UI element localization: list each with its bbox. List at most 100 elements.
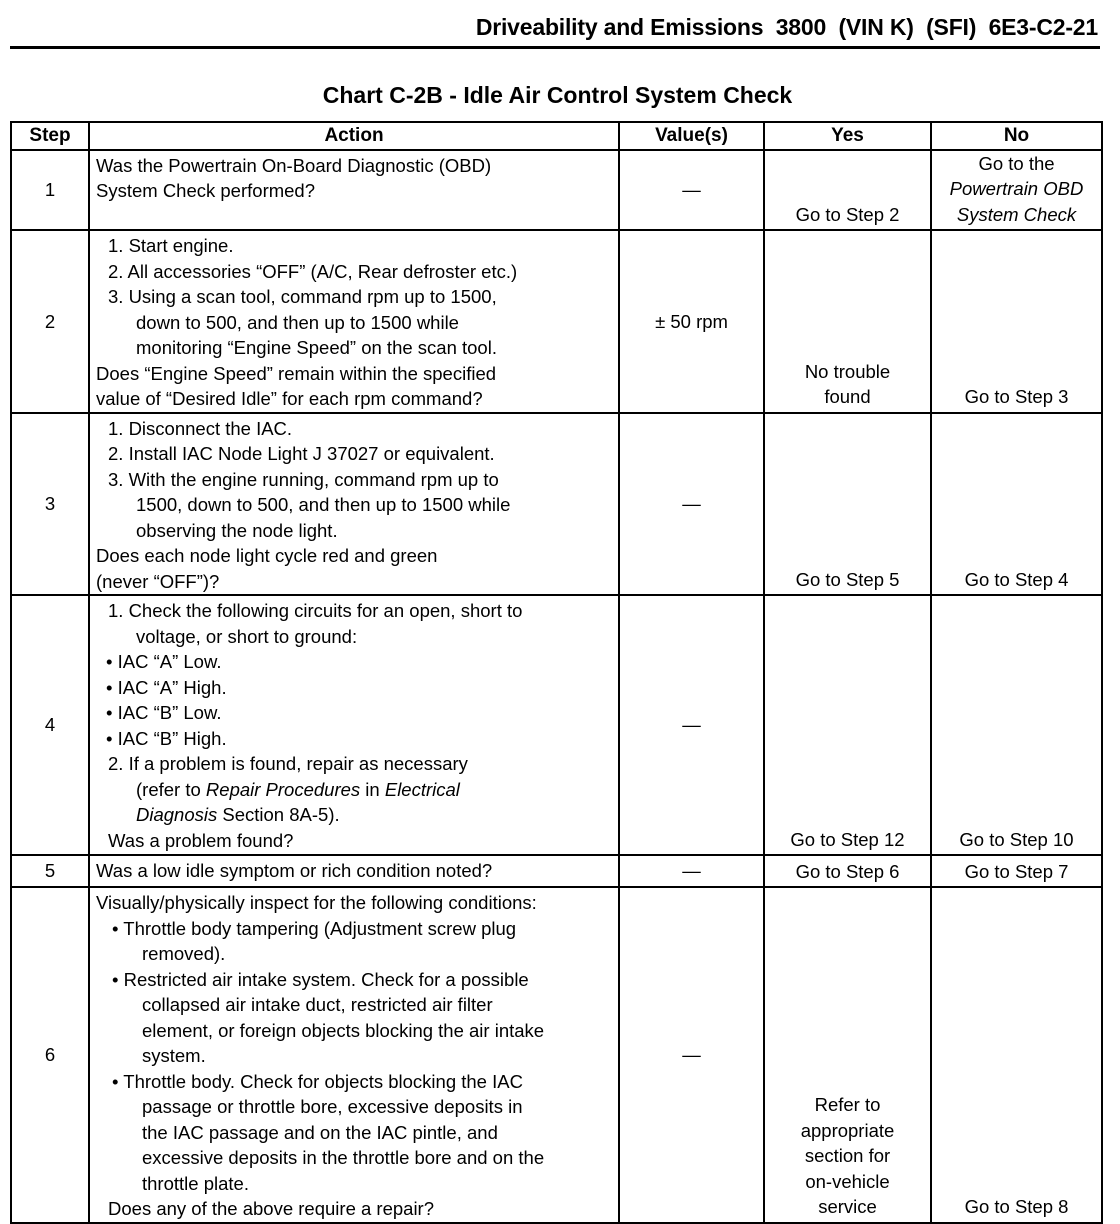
action-cell: 1. Disconnect the IAC. 2. Install IAC Nod… (88, 411, 620, 596)
table-row: 6 Visually/physically inspect for the fol… (10, 886, 1103, 1224)
table-row: 3 1. Disconnect the IAC. 2. Install IAC No… (10, 411, 1103, 596)
no-cell: Go to Step 8 (930, 886, 1103, 1224)
text-span: • Throttle body. Check for objects block… (112, 1070, 523, 1092)
action-line: 1500, down to 500, and then up to 1500 w… (96, 492, 612, 518)
yes-cell: Go to Step 12 (763, 594, 932, 856)
italic-text: Repair Procedures (205, 778, 361, 800)
yes-cell: Go to Step 5 (763, 411, 932, 596)
yes-cell: Refer to appropriate section for on-vehicle… (763, 886, 932, 1224)
action-line: Diagnosis Section 8A-5). (96, 802, 612, 828)
text-span: element, or foreign objects blocking the… (142, 1019, 545, 1041)
action-line: (refer to Repair Procedures in Electrica… (96, 777, 612, 803)
yes-line: appropriate (771, 1118, 924, 1144)
step-number: 6 (10, 886, 90, 1224)
col-values: Value(s) (618, 121, 765, 151)
action-line: • Restricted air intake system. Check fo… (96, 967, 612, 993)
no-cell: Go to Step 7 (930, 854, 1103, 888)
yes-line: Go to Step 5 (771, 567, 924, 593)
yes-line: found (771, 384, 924, 410)
text-span: • Restricted air intake system. Check fo… (112, 968, 529, 990)
text-span: • IAC “A” Low. (106, 651, 222, 672)
text-span: 2. If a problem is found, repair as nece… (108, 753, 468, 774)
text-span: 1. Check the following circuits for an o… (108, 600, 523, 621)
italic-text: Powertrain OBD (949, 178, 1084, 199)
no-cell: Go to Step 10 (930, 594, 1103, 856)
action-line: 3. With the engine running, command rpm … (96, 467, 612, 493)
action-line: the IAC passage and on the IAC pintle, a… (96, 1120, 612, 1146)
text-span: value of “Desired Idle” for each rpm com… (96, 388, 483, 409)
text-span: Go to Step 8 (964, 1196, 1069, 1217)
text-span: Does “Engine Speed” remain within the sp… (96, 362, 497, 384)
text-span: voltage, or short to ground: (136, 625, 358, 647)
no-line: Go to the (938, 151, 1095, 177)
step-number: 4 (10, 594, 90, 856)
yes-line: No trouble (771, 359, 924, 385)
text-span: excessive deposits in the throttle bore … (142, 1147, 545, 1168)
action-line: 2. Install IAC Node Light J 37027 or equ… (96, 441, 612, 467)
text-span: passage or throttle bore, excessive depo… (142, 1096, 523, 1117)
step-number: 1 (10, 148, 90, 231)
text-span: down to 500, and then up to 1500 while (136, 311, 459, 333)
text-span: Go to Step 3 (964, 386, 1069, 407)
action-line: 3. Using a scan tool, command rpm up to … (96, 284, 612, 310)
text-span: Refer to (814, 1094, 881, 1115)
text-span: Go to the (978, 152, 1055, 174)
action-line: • IAC “B” High. (96, 726, 612, 752)
text-span: system. (142, 1045, 206, 1066)
action-line: 2. If a problem is found, repair as nece… (96, 751, 612, 777)
yes-line: section for (771, 1143, 924, 1169)
value-cell: — (618, 854, 765, 888)
text-span: appropriate (800, 1119, 895, 1141)
text-span: the IAC passage and on the IAC pintle, a… (142, 1121, 498, 1143)
step-number: 2 (10, 229, 90, 414)
no-line: Go to Step 4 (938, 567, 1095, 593)
yes-cell: Go to Step 6 (763, 854, 932, 888)
action-line: Was a problem found? (96, 828, 612, 854)
no-line: Powertrain OBD (938, 176, 1095, 202)
step-number: 3 (10, 411, 90, 596)
action-line: throttle plate. (96, 1171, 612, 1197)
step-number: 5 (10, 854, 90, 888)
action-cell: 1. Start engine. 2. All accessories “OFF”… (88, 229, 620, 414)
action-cell: Was the Powertrain On-Board Diagnostic (… (88, 148, 620, 231)
chart-title: Chart C-2B - Idle Air Control System Che… (322, 82, 793, 108)
page-header: Driveability and Emissions 3800 (VIN K) … (475, 14, 1098, 40)
yes-cell: Go to Step 2 (763, 148, 932, 231)
table-row: 5 Was a low idle symptom or rich conditio… (10, 854, 1103, 888)
no-line: Go to Step 7 (938, 859, 1095, 885)
action-line: monitoring “Engine Speed” on the scan to… (96, 335, 612, 361)
text-span: (refer to (136, 778, 206, 800)
action-line: (never “OFF”)? (96, 569, 612, 595)
text-span: Does any of the above require a repair? (108, 1198, 435, 1219)
no-cell: Go to Step 3 (930, 229, 1103, 414)
col-yes: Yes (763, 121, 932, 151)
value-cell: — (618, 886, 765, 1224)
text-span: 1500, down to 500, and then up to 1500 w… (136, 494, 511, 515)
text-span: monitoring “Engine Speed” on the scan to… (136, 337, 497, 358)
no-cell: Go to Step 4 (930, 411, 1103, 596)
text-span: 1. Start engine. (108, 235, 234, 256)
action-line: element, or foreign objects blocking the… (96, 1018, 612, 1044)
text-span: 1. Disconnect the IAC. (108, 417, 293, 439)
action-line: down to 500, and then up to 1500 while (96, 310, 612, 336)
value-cell: — (618, 411, 765, 596)
text-span: System Check performed? (96, 180, 316, 201)
action-line: Was a low idle symptom or rich condition… (96, 858, 612, 884)
action-line: observing the node light. (96, 518, 612, 544)
text-span: Visually/physically inspect for the foll… (96, 892, 537, 913)
action-line: System Check performed? (96, 178, 612, 204)
action-line: • IAC “A” High. (96, 675, 612, 701)
action-line: removed). (96, 941, 612, 967)
action-cell: Visually/physically inspect for the foll… (88, 886, 620, 1224)
action-line: passage or throttle bore, excessive depo… (96, 1094, 612, 1120)
text-span: found (824, 386, 871, 407)
text-span: Was a problem found? (108, 829, 294, 851)
yes-cell: No trouble found (763, 229, 932, 414)
text-span: 2. All accessories “OFF” (A/C, Rear defr… (108, 260, 518, 282)
action-line: • Throttle body. Check for objects block… (96, 1069, 612, 1095)
table-header-row: Step Action Value(s) Yes No (10, 121, 1103, 151)
yes-line: Go to Step 2 (771, 202, 924, 228)
no-cell: Go to the Powertrain OBD System Check (930, 148, 1103, 231)
action-line: 1. Check the following circuits for an o… (96, 598, 612, 624)
action-line: 1. Disconnect the IAC. (96, 416, 612, 442)
